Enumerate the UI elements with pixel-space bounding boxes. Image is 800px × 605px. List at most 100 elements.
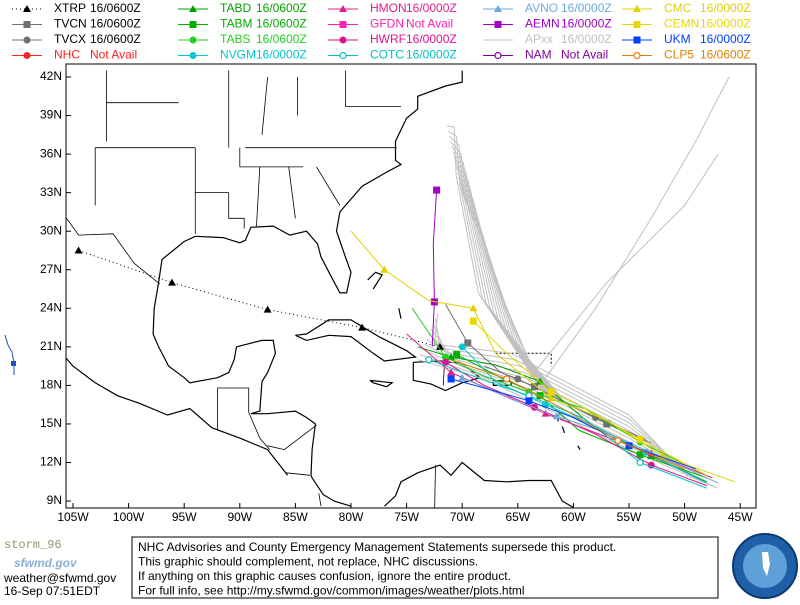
legend-marker — [23, 5, 31, 12]
legend-model: XTRP — [54, 1, 86, 15]
track-marker — [514, 375, 522, 383]
track-marker — [536, 377, 545, 385]
lon-label: 50W — [672, 510, 697, 524]
notice-line: NHC Advisories and County Emergency Mana… — [138, 540, 616, 554]
model-track — [472, 320, 708, 476]
track-marker — [636, 451, 644, 459]
track-marker — [263, 305, 272, 313]
track-marker — [547, 388, 555, 396]
contact-email: weather@sfwmd.gov — [3, 571, 116, 585]
track-marker — [442, 353, 450, 361]
legend-time: Not Avail — [406, 17, 453, 31]
legend-marker — [633, 51, 641, 60]
legend-marker — [633, 21, 641, 28]
model-track — [451, 146, 553, 399]
lon-label: 45W — [728, 510, 753, 524]
border-line — [318, 493, 322, 507]
lat-label: 30N — [40, 223, 62, 237]
track-marker — [74, 246, 83, 254]
lon-label: 75W — [394, 510, 419, 524]
model-track — [453, 156, 555, 399]
legend-model: UKM — [664, 32, 691, 46]
legend-marker — [189, 52, 197, 59]
track-marker — [380, 265, 389, 273]
coastline — [383, 461, 574, 508]
legend-time: Not Avail — [561, 48, 608, 62]
track-marker — [447, 375, 455, 383]
legend-model: TVCX — [54, 32, 86, 46]
lon-label: 95W — [172, 510, 197, 524]
track-marker — [447, 368, 456, 376]
track-marker — [435, 342, 444, 350]
legend-model: TABS — [220, 32, 250, 46]
legend-time: 16/0000Z — [406, 1, 457, 15]
lat-label: 9N — [47, 493, 62, 507]
track-marker — [433, 186, 441, 194]
legend-marker — [23, 36, 31, 44]
track-marker — [541, 409, 550, 417]
legend-marker — [339, 36, 347, 44]
track-marker — [442, 358, 450, 366]
track-marker — [647, 461, 655, 469]
legend-marker — [494, 21, 502, 28]
legend-time: 16/0600Z — [700, 48, 751, 62]
legend-time: 16/0600Z — [90, 32, 141, 46]
model-track — [435, 318, 692, 479]
model-track — [350, 230, 735, 483]
lat-label: 42N — [40, 69, 62, 83]
notice-box — [131, 536, 719, 599]
border-line — [248, 412, 271, 450]
model-track — [461, 346, 708, 484]
notice-line: This graphic should complement, not repl… — [138, 555, 478, 569]
border-line — [286, 472, 310, 476]
track-marker — [453, 351, 461, 359]
legend-marker — [23, 52, 31, 59]
seal-florida — [762, 552, 770, 576]
lat-label: 39N — [40, 108, 62, 122]
logo-site: sfwmd.gov — [14, 556, 78, 570]
lon-label: 60W — [561, 510, 586, 524]
legend-marker — [633, 5, 641, 12]
track-marker — [464, 339, 472, 347]
lat-label: 24N — [40, 300, 62, 314]
forecast-box — [495, 352, 552, 367]
model-track — [430, 328, 699, 481]
legend-marker — [23, 21, 31, 28]
legend-model: TVCN — [54, 17, 87, 31]
legend-time: 16/0600Z — [90, 1, 141, 15]
legend-marker — [339, 5, 347, 12]
border-line — [434, 465, 436, 508]
track-marker — [167, 278, 176, 286]
legend-model: HWRF — [370, 32, 406, 46]
coastline — [369, 379, 394, 388]
coastline — [66, 357, 289, 476]
lon-label: 80W — [339, 510, 364, 524]
track-marker — [536, 392, 544, 400]
lat-label: 27N — [40, 262, 62, 276]
model-track — [447, 130, 549, 399]
lon-label: 70W — [450, 510, 475, 524]
track-marker — [552, 412, 561, 420]
model-track — [433, 313, 689, 477]
model-track — [78, 250, 441, 348]
border-line — [66, 216, 160, 285]
track-marker — [603, 420, 611, 428]
notice-line: If anything on this graphic causes confu… — [138, 569, 511, 583]
legend-model: AVNO — [525, 1, 558, 15]
legend-model: GFDN — [370, 17, 404, 31]
legend-model: HMON — [370, 1, 407, 15]
timestamp: 16-Sep 07:51EDT — [4, 584, 101, 598]
lon-label: 55W — [617, 510, 642, 524]
track-marker — [503, 375, 511, 383]
legend-model: TABM — [220, 17, 252, 31]
model-track — [431, 190, 438, 347]
legend-marker — [189, 36, 197, 44]
legend-model: NVGM — [220, 48, 256, 62]
legend-model: NAM — [525, 48, 552, 62]
legend-time: 16/0600Z — [90, 17, 141, 31]
legend-time: 16/0000Z — [406, 48, 457, 62]
model-track — [456, 354, 707, 479]
track-marker — [636, 458, 644, 467]
track-marker — [469, 304, 478, 312]
